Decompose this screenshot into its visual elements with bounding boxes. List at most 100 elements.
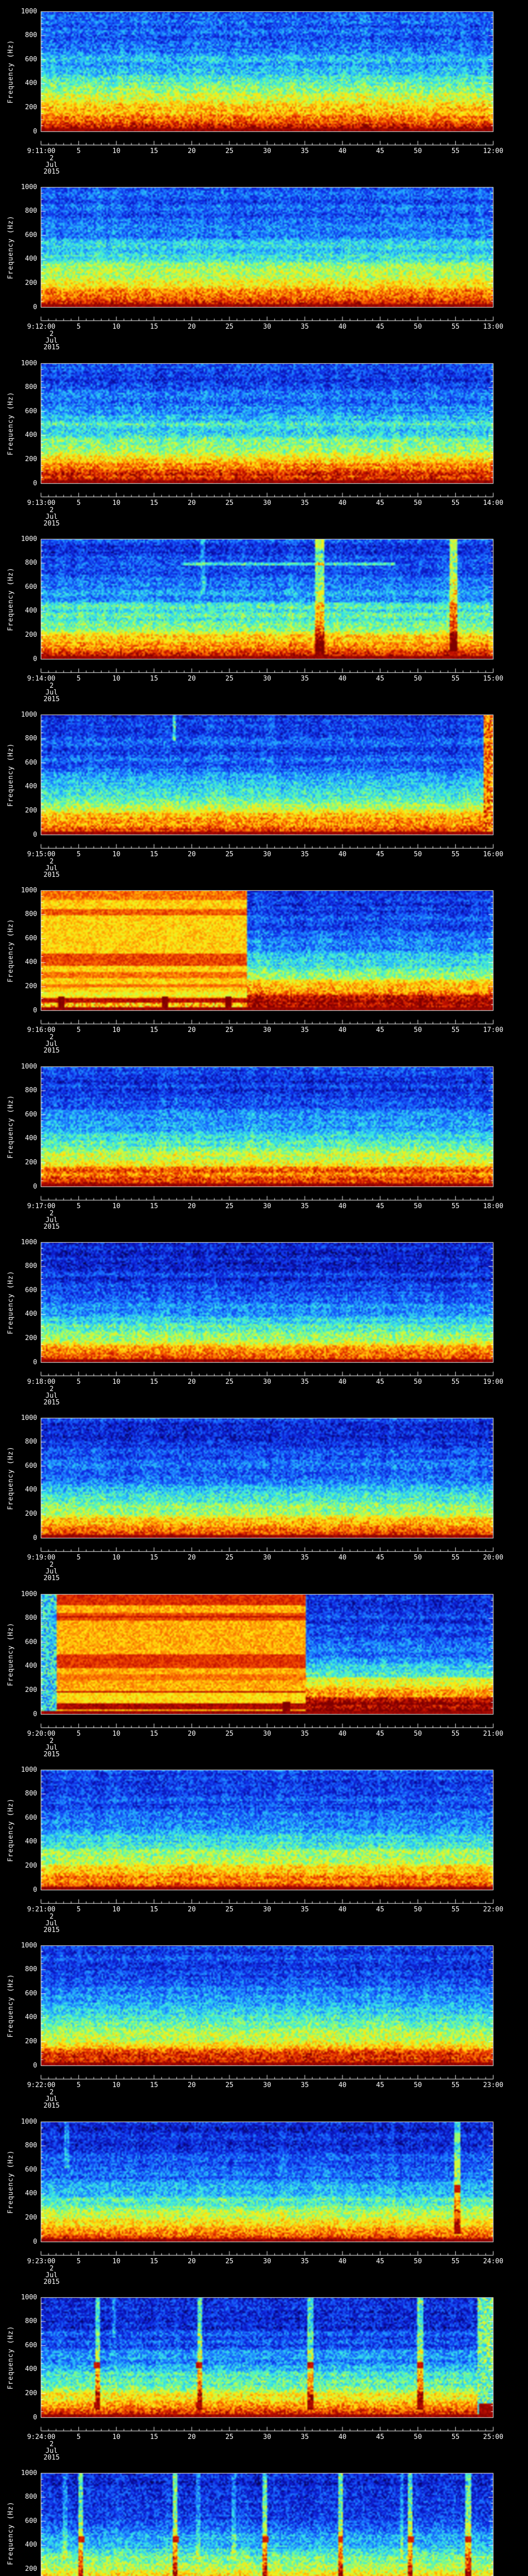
x-tick-label: 55 [451,1730,460,1738]
y-tick-label: 800 [25,31,37,39]
y-tick-label: 400 [25,2013,37,2021]
x-tick-label: 50 [414,323,422,331]
y-tick-label: 0 [33,480,37,487]
axes-layer [0,703,528,879]
x-end-time-label: 24:00 [483,2258,504,2265]
spectrogram-panel-3: Frequency (Hz) 0 200 400 600 800 1000 5 10 15 20 2… [0,352,528,528]
x-tick-label: 55 [451,2081,460,2089]
y-tick-label: 1000 [21,1766,37,1774]
y-tick-label: 600 [25,2517,37,2525]
x-tick-label: 50 [414,851,422,858]
x-tick-label: 50 [414,147,422,155]
y-tick-label: 400 [25,1310,37,1318]
x-tick-label: 50 [414,2433,422,2441]
x-tick-label: 45 [376,2433,385,2441]
x-date-line: Jul [45,1216,58,1224]
axes-layer [0,176,528,352]
x-tick-label: 25 [225,1202,234,1210]
y-tick-label: 600 [25,935,37,942]
axes-layer [0,2110,528,2286]
x-tick-label: 55 [451,1202,460,1210]
y-axis-title: Frequency (Hz) [7,1095,15,1159]
x-date-line: Jul [45,689,58,697]
x-tick-label: 15 [150,147,158,155]
x-tick-label: 55 [451,1026,460,1034]
y-tick-label: 1000 [21,8,37,15]
y-tick-label: 1000 [21,2294,37,2301]
x-tick-label: 20 [188,1026,196,1034]
x-start-time-label: 9:11:00 [27,147,56,155]
x-date-line: Jul [45,161,58,169]
y-tick-label: 200 [25,2214,37,2222]
x-tick-label: 35 [301,851,309,858]
x-tick-label: 40 [338,1554,346,1562]
x-date-line: 2015 [43,168,60,176]
x-tick-label: 35 [301,1378,309,1386]
y-tick-label: 600 [25,1990,37,1997]
x-start-time-label: 9:20:00 [27,1730,56,1738]
x-date-line: 2 [50,2089,54,2096]
y-axis-title: Frequency (Hz) [7,919,15,982]
x-start-time-label: 9:15:00 [27,851,56,858]
x-end-time-label: 20:00 [483,1554,504,1562]
y-tick-label: 200 [25,2389,37,2397]
y-tick-label: 800 [25,1790,37,1798]
y-tick-label: 1000 [21,887,37,894]
x-tick-label: 25 [225,2433,234,2441]
x-end-time-label: 13:00 [483,323,504,331]
x-tick-label: 15 [150,1378,158,1386]
y-tick-label: 1000 [21,711,37,719]
x-tick-label: 15 [150,1026,158,1034]
x-tick-label: 40 [338,2258,346,2265]
y-tick-label: 0 [33,128,37,135]
x-tick-label: 30 [263,323,271,331]
y-tick-label: 200 [25,2038,37,2045]
x-tick-label: 40 [338,2081,346,2089]
y-axis-title: Frequency (Hz) [7,2150,15,2214]
axes-layer [0,1055,528,1231]
y-tick-label: 600 [25,2342,37,2349]
x-tick-label: 20 [188,851,196,858]
x-tick-label: 45 [376,1026,385,1034]
x-tick-label: 55 [451,1906,460,1913]
x-tick-label: 35 [301,499,309,507]
y-tick-label: 1000 [21,183,37,191]
x-tick-label: 40 [338,1906,346,1913]
spectrogram-panel-15: Frequency (Hz) 0200400600800100051015202… [0,2462,528,2576]
x-date-line: 2015 [43,696,60,703]
x-tick-label: 10 [112,1554,121,1562]
axes-layer [0,1583,528,1758]
x-date-line: 2 [50,2441,54,2448]
x-tick-label: 55 [451,2258,460,2265]
x-date-line: Jul [45,865,58,872]
x-end-time-label: 14:00 [483,499,504,507]
x-tick-label: 35 [301,1202,309,1210]
x-tick-label: 40 [338,1202,346,1210]
x-tick-label: 30 [263,2081,271,2089]
axes-layer [0,528,528,703]
y-tick-label: 1000 [21,535,37,543]
x-tick-label: 50 [414,1906,422,1913]
x-date-line: 2 [50,858,54,866]
x-tick-label: 20 [188,2258,196,2265]
x-tick-label: 50 [414,1730,422,1738]
y-axis-title: Frequency (Hz) [7,215,15,279]
x-start-time-label: 9:14:00 [27,675,56,683]
x-tick-label: 20 [188,1906,196,1913]
y-tick-label: 600 [25,408,37,415]
x-tick-label: 15 [150,2081,158,2089]
y-tick-label: 1000 [21,1590,37,1598]
x-tick-label: 40 [338,323,346,331]
y-tick-label: 800 [25,2493,37,2501]
x-tick-label: 30 [263,1202,271,1210]
y-tick-label: 400 [25,2541,37,2549]
x-tick-label: 15 [150,1554,158,1562]
x-date-line: 2 [50,1913,54,1921]
x-tick-label: 55 [451,1554,460,1562]
spectrogram-panel-1: Frequency (Hz) 0 200 400 600 800 1000 5 10 15 20 2… [0,0,528,176]
x-start-time-label: 9:21:00 [27,1906,56,1913]
y-tick-label: 0 [33,1183,37,1191]
x-end-time-label: 15:00 [483,675,504,683]
x-tick-label: 20 [188,1730,196,1738]
y-tick-label: 200 [25,104,37,111]
